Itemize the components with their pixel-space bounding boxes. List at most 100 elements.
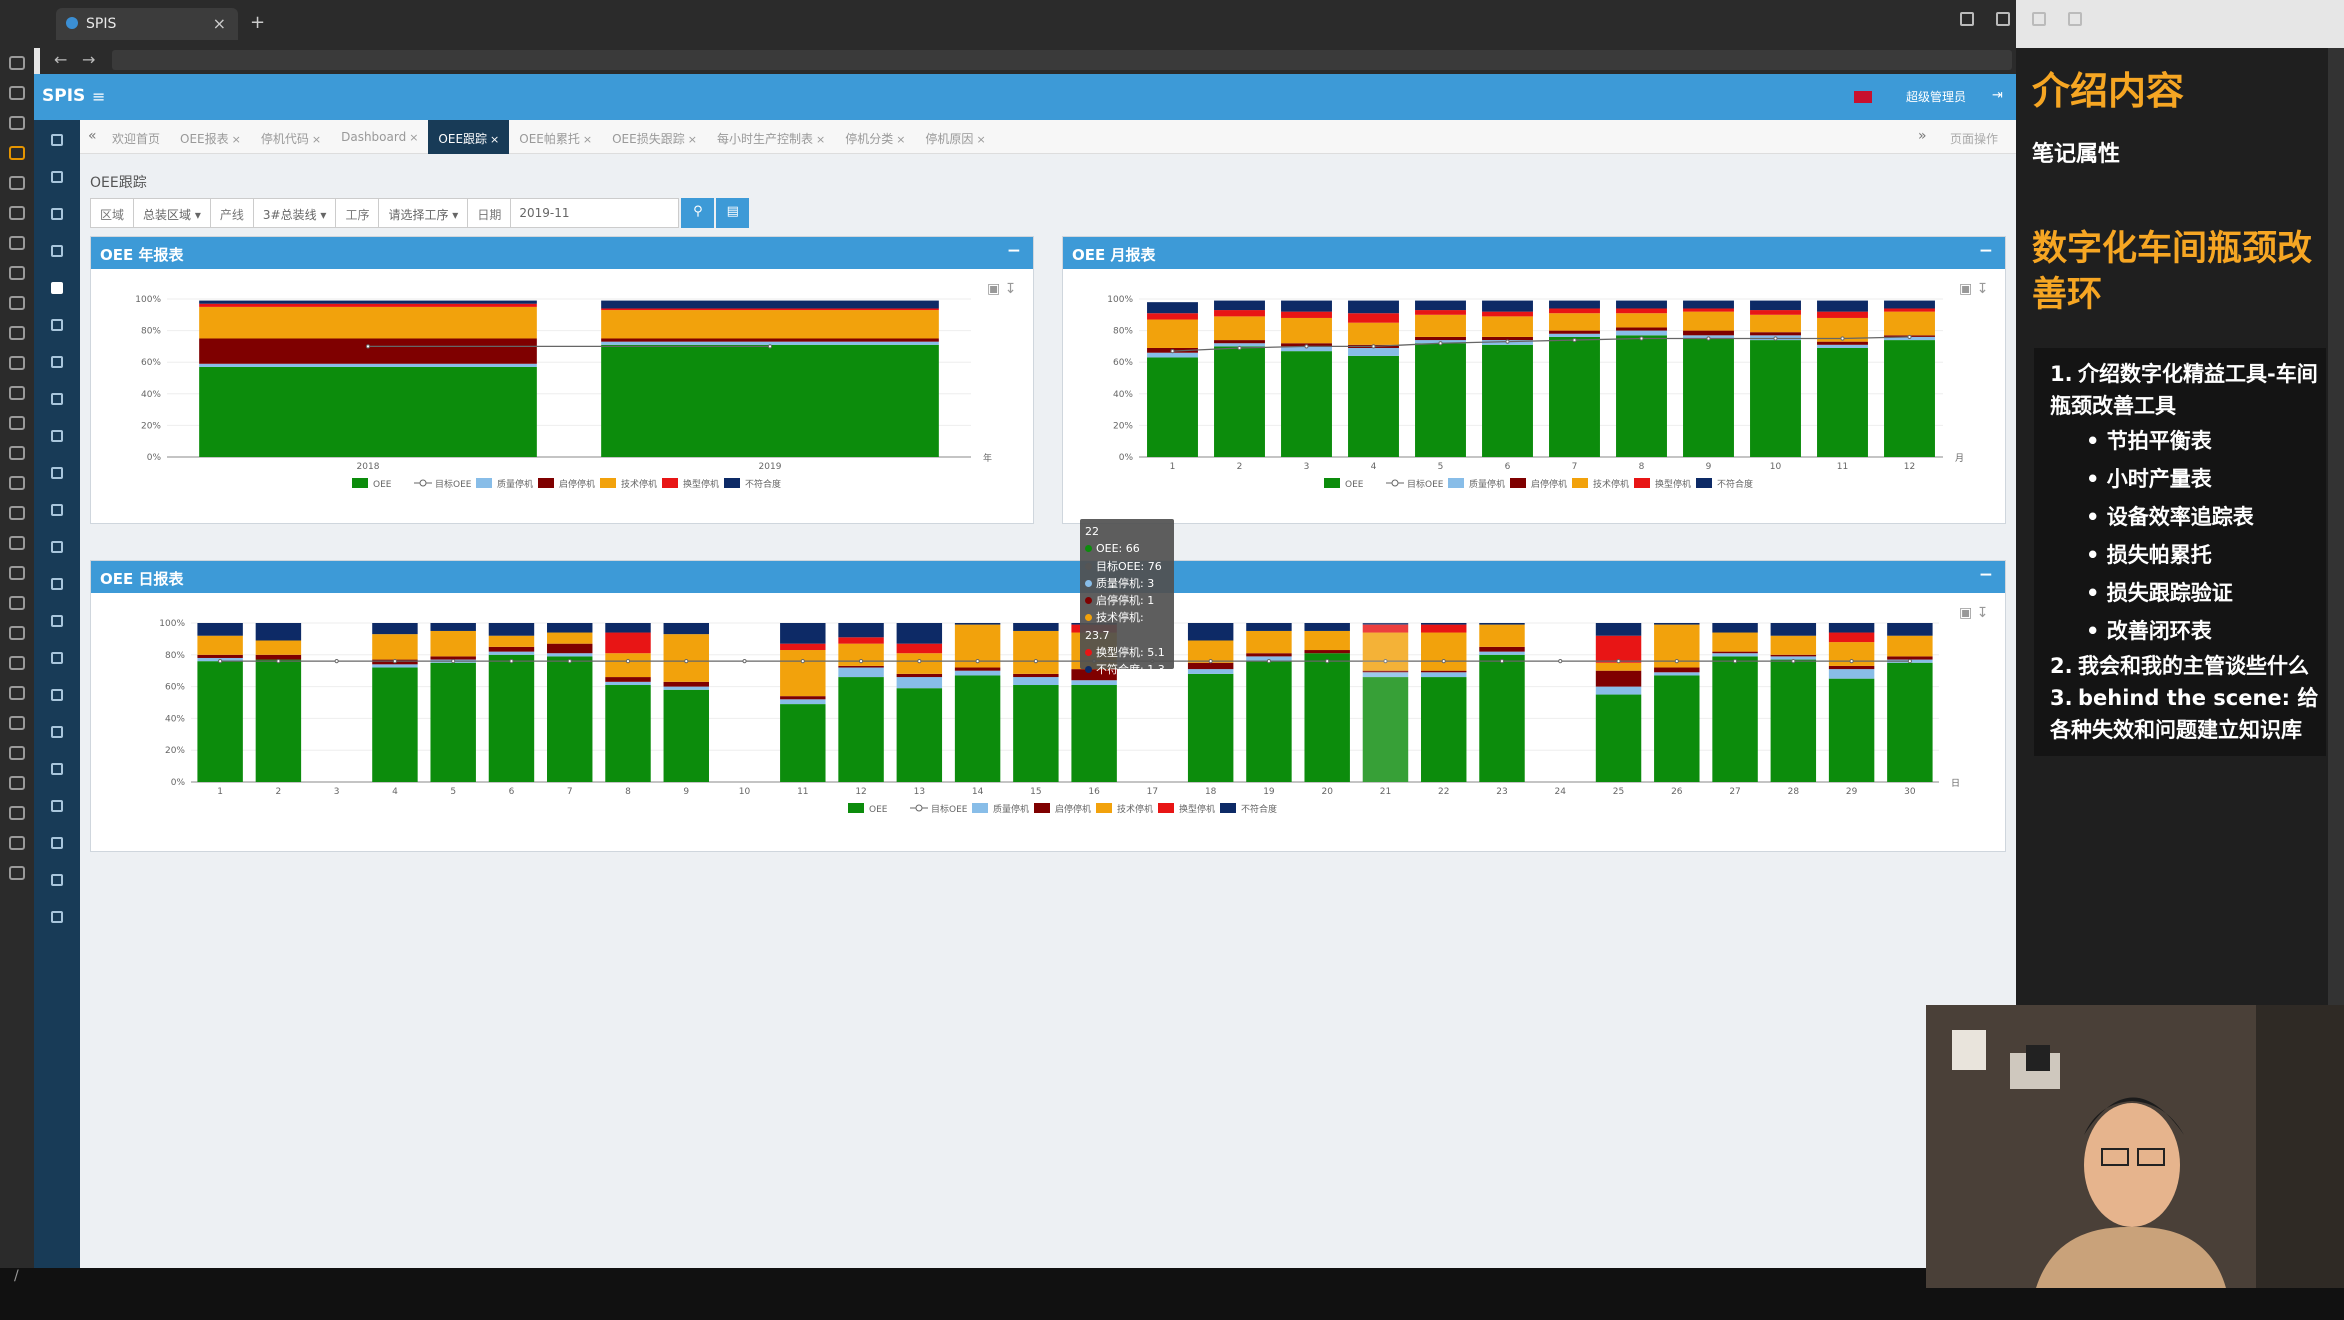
collapse-icon[interactable]: − (1006, 241, 1021, 261)
tab-0[interactable]: 欢迎首页 (102, 120, 170, 154)
app-menu-icon[interactable] (51, 541, 63, 553)
app-menu-icon[interactable] (51, 356, 63, 368)
address-bar[interactable] (112, 50, 2012, 70)
area-select[interactable]: 总装区域 (134, 198, 211, 228)
tab-2[interactable]: 停机代码 × (251, 120, 331, 154)
tabs-prev-icon[interactable]: « (88, 128, 97, 144)
sidebar-tool-icon[interactable] (9, 536, 25, 550)
tab-9[interactable]: 停机原因 × (915, 120, 995, 154)
sidebar-tool-icon[interactable] (9, 476, 25, 490)
sidebar-tool-icon[interactable] (9, 266, 25, 280)
app-menu-icon[interactable] (51, 171, 63, 183)
tab-close-icon[interactable]: × (976, 133, 986, 146)
list-icon[interactable] (2032, 12, 2046, 26)
app-menu-icon[interactable] (51, 319, 63, 331)
extension-icon[interactable] (1960, 12, 1974, 26)
sidebar-tool-icon[interactable] (9, 746, 25, 760)
app-menu-icon[interactable] (51, 208, 63, 220)
app-menu-icon[interactable] (51, 837, 63, 849)
sidebar-tool-icon[interactable] (9, 866, 25, 880)
app-menu-icon[interactable] (51, 615, 63, 627)
app-menu-icon[interactable] (51, 578, 63, 590)
tab-close-icon[interactable]: × (815, 133, 826, 146)
tab-5[interactable]: OEE帕累托 × (509, 120, 602, 154)
sidebar-tool-icon[interactable] (9, 116, 25, 130)
tab-close-icon[interactable]: × (231, 133, 241, 146)
bar-OEE (1817, 347, 1868, 457)
app-menu-icon[interactable] (51, 393, 63, 405)
tab-3[interactable]: Dashboard × (331, 120, 428, 154)
app-menu-icon[interactable] (51, 763, 63, 775)
sidebar-tool-icon[interactable] (9, 806, 25, 820)
sidebar-tool-icon[interactable] (9, 656, 25, 670)
sidebar-tool-icon[interactable] (9, 386, 25, 400)
sidebar-tool-icon[interactable] (9, 566, 25, 580)
user-name[interactable]: 超级管理员 (1906, 90, 1967, 104)
tab-close-icon[interactable]: × (490, 133, 500, 146)
sidebar-tool-icon[interactable] (9, 236, 25, 250)
new-tab-button[interactable]: + (250, 12, 266, 33)
app-menu-icon[interactable] (51, 726, 63, 738)
app-menu-icon[interactable] (51, 800, 63, 812)
sidebar-tool-icon[interactable] (9, 176, 25, 190)
app-menu-icon[interactable] (51, 689, 63, 701)
tab-close-icon[interactable]: × (896, 133, 906, 146)
sidebar-tool-icon[interactable] (9, 626, 25, 640)
sidebar-tool-icon[interactable] (9, 416, 25, 430)
app-menu-icon[interactable] (51, 874, 63, 886)
tab-1[interactable]: OEE报表 × (170, 120, 251, 154)
sidebar-tool-icon[interactable] (9, 326, 25, 340)
forward-arrow-icon[interactable]: → (82, 50, 96, 69)
collapse-icon[interactable]: − (1978, 565, 1993, 585)
app-menu-icon[interactable] (51, 282, 63, 294)
app-menu-icon[interactable] (51, 430, 63, 442)
sidebar-tool-icon[interactable] (9, 86, 25, 100)
sidebar-tool-icon[interactable] (9, 146, 25, 160)
sidebar-tool-icon[interactable] (9, 506, 25, 520)
close-tab-icon[interactable]: × (212, 14, 226, 33)
sidebar-tool-icon[interactable] (9, 446, 25, 460)
app-menu-icon[interactable] (51, 652, 63, 664)
language-flag-icon[interactable] (1854, 91, 1872, 103)
back-arrow-icon[interactable]: ← (54, 50, 68, 69)
export-doc-icon[interactable]: ▣ ↧ (1959, 281, 1989, 297)
tag-icon[interactable] (1996, 12, 2010, 26)
export-doc-icon[interactable]: ▣ ↧ (1959, 605, 1989, 621)
app-menu-icon[interactable] (51, 134, 63, 146)
table-view-button[interactable]: ▤ (716, 198, 750, 228)
sidebar-tool-icon[interactable] (9, 686, 25, 700)
line-select[interactable]: 3#总装线 (253, 198, 337, 228)
sidebar-tool-icon[interactable] (9, 596, 25, 610)
station-select[interactable]: 请选择工序 (379, 198, 469, 228)
logout-icon[interactable]: ⇥ (1992, 88, 2003, 103)
app-menu-icon[interactable] (51, 911, 63, 923)
tab-close-icon[interactable]: × (582, 133, 593, 146)
tab-6[interactable]: OEE损失跟踪 × (602, 120, 707, 154)
sidebar-tool-icon[interactable] (9, 836, 25, 850)
collapse-icon[interactable]: − (1978, 241, 1993, 261)
sidebar-tool-icon[interactable] (9, 56, 25, 70)
export-doc-icon[interactable]: ▣ ↧ (987, 281, 1017, 297)
date-input[interactable]: 2019-11 (511, 198, 680, 228)
sidebar-tool-icon[interactable] (9, 206, 25, 220)
tab-8[interactable]: 停机分类 × (835, 120, 915, 154)
menu-icon[interactable]: ≡ (92, 87, 106, 106)
browser-tab[interactable]: SPIS × (56, 8, 238, 40)
search-button[interactable]: ⚲ (681, 198, 715, 228)
settings-icon[interactable] (2068, 12, 2082, 26)
sidebar-tool-icon[interactable] (9, 356, 25, 370)
page-operations[interactable]: 页面操作 (1950, 132, 1999, 146)
sidebar-tool-icon[interactable] (9, 776, 25, 790)
tab-close-icon[interactable]: × (409, 131, 419, 144)
bar-不符合度 (601, 300, 939, 309)
tab-7[interactable]: 每小时生产控制表 × (707, 120, 835, 154)
app-menu-icon[interactable] (51, 467, 63, 479)
tab-close-icon[interactable]: × (311, 133, 322, 146)
app-menu-icon[interactable] (51, 245, 63, 257)
sidebar-tool-icon[interactable] (9, 296, 25, 310)
tab-4[interactable]: OEE跟踪 × (428, 120, 510, 154)
tab-close-icon[interactable]: × (687, 133, 697, 146)
tabs-next-icon[interactable]: » (1918, 128, 1927, 144)
sidebar-tool-icon[interactable] (9, 716, 25, 730)
app-menu-icon[interactable] (51, 504, 63, 516)
